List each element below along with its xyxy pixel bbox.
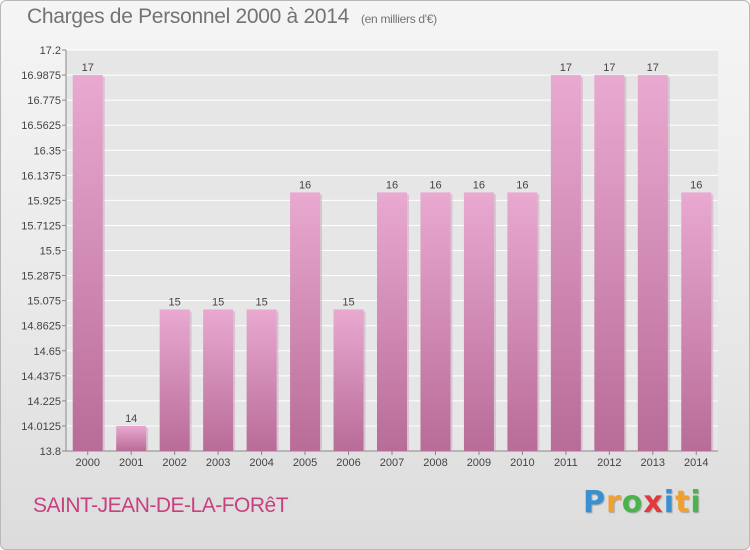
y-tick-label: 15.7125 [21,220,61,232]
bar [159,309,190,451]
data-label: 17 [647,62,659,74]
data-label: 16 [473,179,485,191]
data-label: 16 [516,179,528,191]
y-tick-label: 15.925 [27,195,61,207]
proxiti-logo: Proxiti [583,485,702,520]
data-label: 15 [169,296,181,308]
y-tick-label: 15.075 [27,296,61,308]
y-tick-label: 14.0125 [21,421,61,433]
chart-subtitle: (en milliers d'€) [360,12,437,26]
bar [290,192,321,451]
data-label: 15 [212,296,224,308]
y-tick-label: 16.9875 [21,70,61,82]
data-label: 17 [560,62,572,74]
chart-title: Charges de Personnel 2000 à 2014 (en mill… [27,5,437,29]
data-label: 17 [603,62,615,74]
x-tick-label: 2011 [554,457,578,469]
x-tick-label: 2006 [336,457,360,469]
y-tick-label: 13.8 [40,446,61,458]
data-label: 16 [429,179,441,191]
y-tick-label: 14.8625 [21,321,61,333]
y-tick-label: 15.2875 [21,271,61,283]
data-label: 14 [125,413,137,425]
bar [594,75,625,451]
x-tick-label: 2004 [249,457,273,469]
x-tick-label: 2012 [597,457,621,469]
x-tick-label: 2005 [293,457,317,469]
data-label: 15 [255,296,267,308]
x-tick-label: 2003 [206,457,230,469]
data-label: 16 [386,179,398,191]
bar [72,75,103,451]
data-label: 17 [82,62,94,74]
bar [637,75,668,451]
logo-letter: x [643,485,664,520]
data-labels: 17 14 15 15 15 16 15 16 16 16 16 17 17 17 16 [82,62,703,425]
bar [246,309,277,451]
bar [507,192,538,451]
bar [333,309,364,451]
x-tick-label: 2002 [162,457,186,469]
x-tick-label: 2008 [423,457,447,469]
data-label: 15 [342,296,354,308]
title-text: Charges de Personnel 2000 à 2014 [27,5,349,28]
y-tick-label: 16.35 [33,145,61,157]
y-tick-label: 14.225 [27,396,61,408]
logo-letter: t [675,485,691,520]
x-tick-label: 2007 [380,457,404,469]
x-tick-label: 2013 [641,457,665,469]
bar [203,309,234,451]
bar [681,192,712,451]
x-tick-label: 2001 [119,457,143,469]
y-tick-label: 15.5 [40,246,61,258]
logo-letter: o [621,485,644,520]
y-tick-label: 14.65 [33,346,61,358]
x-tick-label: 2014 [684,457,708,469]
y-tick-label: 16.1375 [21,170,61,182]
bar [377,192,407,451]
x-tick-label: 2010 [510,457,534,469]
bar [463,192,494,451]
data-label: 16 [690,179,702,191]
bar [420,192,451,451]
logo-letter: i [663,485,676,520]
location-name: SAINT-JEAN-DE-LA-FORêT [33,494,289,517]
logo-letter: P [583,485,606,520]
logo-letter: i [690,485,702,520]
bars [72,75,714,451]
y-tick-label: 17.2 [40,45,61,57]
x-tick-label: 2009 [467,457,491,469]
y-tick-label: 14.4375 [21,371,61,383]
y-tick-label: 16.5625 [21,120,61,132]
bar [550,75,581,451]
logo-letter: r [606,485,622,520]
bar [116,425,147,451]
y-tick-label: 16.775 [27,95,61,107]
data-label: 16 [299,179,311,191]
x-tick-label: 2000 [75,457,99,469]
